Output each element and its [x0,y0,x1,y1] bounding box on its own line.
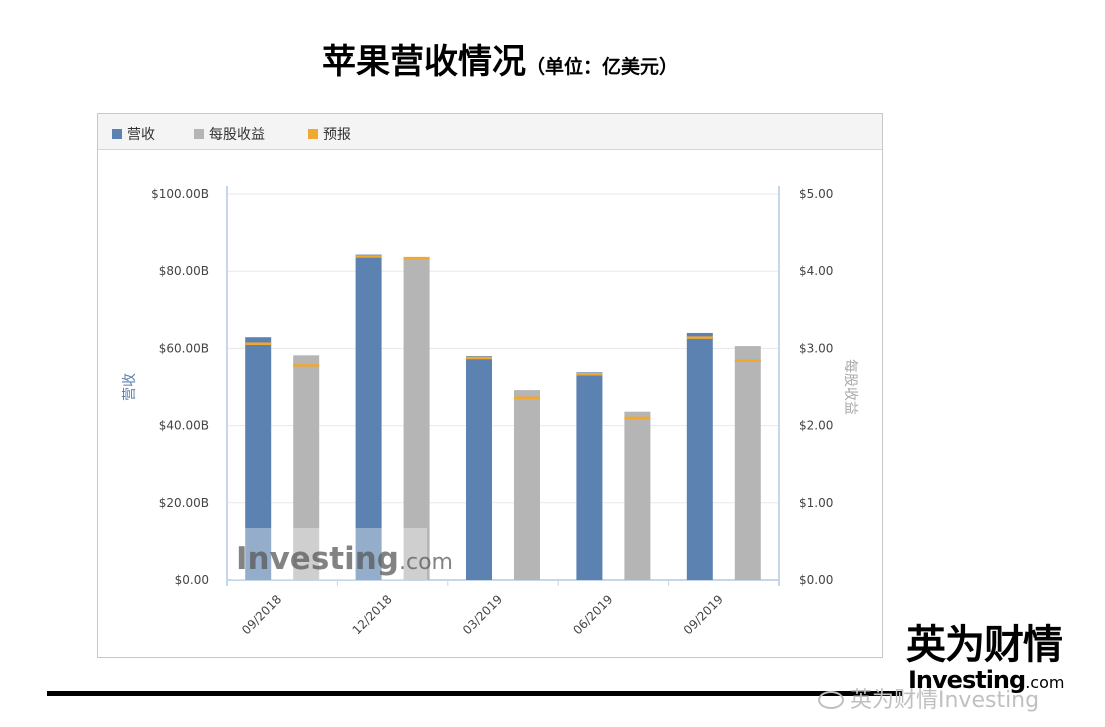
weibo-handle: 英为财情Investing [850,688,1040,713]
y-tick-label-left: $0.00 [175,573,209,587]
y-tick-label-right: $0.00 [799,573,833,587]
legend-label-forecast: 预报 [323,127,351,143]
brand-en-suffix: .com [1025,673,1065,692]
y-tick-label-right: $3.00 [799,341,833,355]
x-tick-label: 09/2019 [681,592,726,637]
x-tick-label: 09/2018 [239,592,284,637]
revenue-bar [686,332,713,580]
eps-bar [403,257,430,580]
y-tick-label-right: $5.00 [799,187,833,201]
brand-en-main: Investing [908,666,1026,694]
page-title: 苹果营收情况 [321,42,526,82]
brand-logo-cn: 英为财情 [906,622,1063,668]
x-tick-label: 03/2019 [460,592,505,637]
legend-item-forecast[interactable]: 预报 [308,124,351,144]
y-tick-label-right: $2.00 [799,419,833,433]
eps-bar [514,390,540,580]
investing-watermark: Investing.com [236,541,453,577]
y-tick-label-right: $1.00 [799,496,833,510]
eps-bar [624,411,651,580]
x-tick-label: 06/2019 [570,592,615,637]
x-tick-label: 12/2018 [350,592,395,637]
y-tick-label-left: $20.00B [159,496,209,510]
chart-plot: $0.00 $0.00 $20.00B $1.00 $40.00B $2.00 $60.00… [122,186,858,637]
weibo-watermark: 英为财情Investing [818,682,1039,714]
y-axis-title-left: 营收 [122,373,138,401]
watermark-backdrop [231,528,427,580]
y-tick-label-right: $4.00 [799,264,833,278]
legend-swatch-revenue [112,129,122,139]
revenue-bar [355,254,382,581]
chart-panel: $0.00 $0.00 $20.00B $1.00 $40.00B $2.00 $60.00… [97,113,883,658]
watermark-suffix: .com [399,550,453,575]
eps-bar [734,346,761,580]
y-tick-label-left: $80.00B [159,264,209,278]
y-tick-label-left: $40.00B [159,419,209,433]
legend-item-eps[interactable]: 每股收益 [194,124,265,144]
weibo-icon [818,691,844,709]
legend-item-revenue[interactable]: 营收 [112,124,155,144]
legend-label-revenue: 营收 [127,127,155,143]
revenue-bar [245,337,272,580]
legend-swatch-forecast [308,129,318,139]
y-tick-label-left: $60.00B [159,341,209,355]
revenue-bar [576,372,603,580]
chart-legend: 营收 每股收益 预报 [98,114,882,150]
legend-swatch-eps [194,129,204,139]
watermark-main: Investing [236,541,399,577]
chart-title: 苹果营收情况（单位：亿美元） [0,34,1000,83]
eps-bar [293,355,320,580]
bottom-divider [47,691,902,696]
brand-logo-en: Investing.com [908,666,1064,694]
y-axis-title-right: 每股收益 [842,359,858,415]
legend-label-eps: 每股收益 [209,127,265,143]
title-unit: （单位：亿美元） [525,56,678,78]
revenue-bar [466,356,492,580]
y-tick-label-left: $100.00B [151,187,209,201]
